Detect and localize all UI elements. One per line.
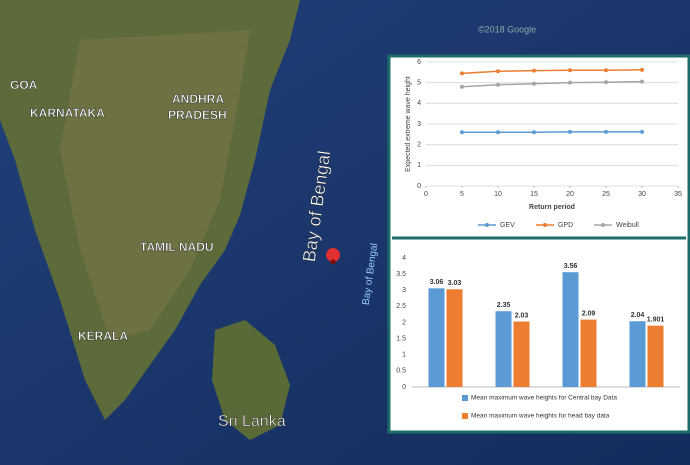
y-tick-label: 6: [417, 59, 421, 66]
map-label: Sri Lanka: [218, 413, 286, 430]
bar: [647, 325, 664, 387]
legend-dot: [601, 223, 605, 227]
map-label: TAMIL NADU: [140, 240, 214, 254]
legend-label: GPD: [558, 222, 573, 229]
y-tick-label: 3: [417, 121, 421, 128]
map-label: KARNATAKA: [30, 106, 105, 120]
point: [604, 68, 608, 73]
value-label: 2.03: [515, 312, 529, 319]
map-labels: GOA KARNATAKA ANDHRA PRADESH TAMIL NADU …: [10, 24, 536, 430]
bar: [428, 288, 445, 387]
sri-lanka-land: [212, 320, 290, 440]
legend-dot: [543, 223, 547, 227]
map-label: ANDHRA: [172, 92, 224, 106]
legend-label: GEV: [500, 222, 515, 229]
y-tick-label: 2.5: [396, 303, 406, 310]
bar: [580, 319, 597, 387]
map-pin-dot: [330, 259, 336, 265]
point: [640, 79, 644, 84]
point: [532, 130, 536, 135]
y-axis-label: Expected extreme wave height: [405, 76, 412, 172]
y-tick-label: 1: [417, 162, 421, 169]
point: [496, 82, 500, 87]
x-tick-label: 0: [424, 191, 428, 198]
map-label: ©2018 Google: [478, 24, 536, 34]
y-tick-label: 3.5: [396, 271, 406, 278]
legend-swatch: [462, 413, 468, 419]
value-label: 2.35: [497, 302, 511, 309]
legend-label: Mean maximum wave heights for Central ba…: [471, 395, 617, 402]
legend-swatch: [462, 395, 468, 401]
x-tick-label: 30: [638, 191, 646, 198]
series-line: [461, 69, 643, 75]
x-tick-label: 10: [494, 191, 502, 198]
point: [568, 129, 572, 134]
y-tick-label: 3: [402, 287, 406, 294]
value-label: 2.04: [631, 312, 645, 319]
point: [460, 71, 464, 76]
point: [604, 80, 608, 85]
y-tick-label: 2: [417, 142, 421, 149]
bar: [562, 272, 579, 387]
point: [532, 81, 536, 86]
bar: [629, 321, 646, 387]
legend-dot: [485, 223, 489, 227]
map-label: GOA: [10, 78, 38, 92]
y-tick-label: 4: [402, 255, 406, 262]
value-label: 1.901: [647, 317, 665, 324]
x-axis-label: Return period: [529, 204, 575, 211]
value-label: 3.56: [564, 263, 578, 270]
legend-label: Mean maximum wave heights for head bay d…: [471, 413, 610, 420]
value-label: 2.09: [582, 310, 596, 317]
value-label: 3.06: [430, 279, 444, 286]
land-relief: [60, 30, 250, 340]
y-tick-label: 0: [417, 183, 421, 190]
value-label: 3.03: [448, 280, 462, 287]
x-tick-label: 35: [674, 191, 682, 198]
bar: [513, 321, 530, 387]
map-label: KERALA: [78, 329, 128, 343]
point: [496, 69, 500, 74]
y-tick-label: 5: [417, 80, 421, 87]
point: [604, 129, 608, 134]
point: [640, 67, 644, 72]
map-label: PRADESH: [168, 108, 227, 122]
x-tick-label: 5: [460, 191, 464, 198]
y-tick-label: 4: [417, 100, 421, 107]
x-tick-label: 20: [566, 191, 574, 198]
y-tick-label: 0.5: [396, 368, 406, 375]
bar: [495, 311, 512, 387]
point: [640, 129, 644, 134]
point: [460, 84, 464, 89]
x-tick-label: 25: [602, 191, 610, 198]
point: [496, 130, 500, 135]
y-tick-label: 0: [402, 384, 406, 391]
y-tick-label: 1: [402, 352, 406, 359]
point: [460, 130, 464, 135]
bar: [446, 289, 463, 387]
point: [532, 68, 536, 73]
series-line: [461, 80, 643, 88]
point: [568, 68, 572, 73]
legend-label: Weibull: [616, 222, 639, 229]
point: [568, 80, 572, 85]
x-tick-label: 15: [530, 191, 538, 198]
y-tick-label: 2: [402, 319, 406, 326]
y-tick-label: 1.5: [396, 335, 406, 342]
